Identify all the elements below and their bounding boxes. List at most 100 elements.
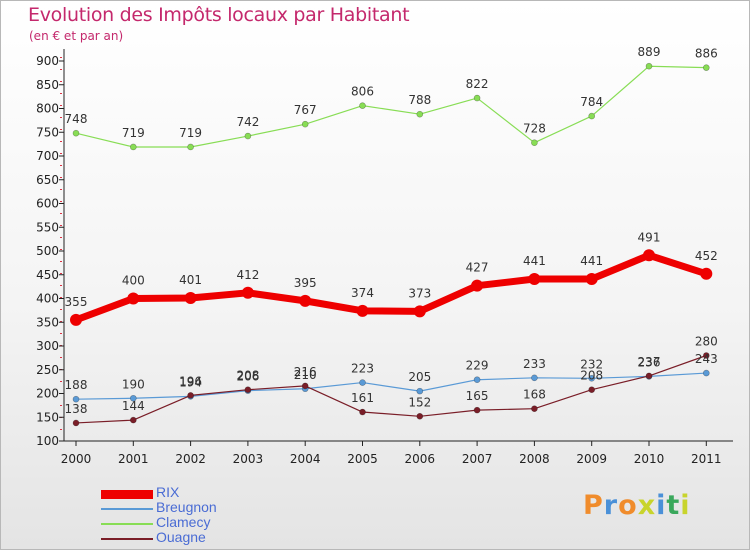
legend-swatch-ouagne [101, 537, 153, 540]
data-label-ouagne: 161 [351, 391, 374, 405]
x-tick-label: 2004 [290, 452, 321, 466]
data-point-ouagne [588, 386, 596, 394]
data-point-rix [471, 279, 484, 292]
brand-letter: i [680, 490, 691, 521]
y-tick-label: 700 [36, 149, 59, 163]
series-line-rix [74, 251, 708, 324]
data-label-clamecy: 719 [122, 126, 145, 140]
data-label-ouagne: 196 [179, 374, 202, 388]
y-tick-label: 900 [36, 54, 59, 68]
data-label-rix: 452 [695, 249, 718, 263]
data-point-ouagne [416, 412, 424, 420]
brand-letter: x [637, 490, 657, 521]
data-point-rix [528, 273, 541, 286]
data-point-ouagne [72, 419, 80, 427]
y-tick-label: 400 [36, 292, 59, 306]
data-label-clamecy: 728 [523, 122, 546, 136]
data-point-rix [700, 267, 713, 280]
data-label-rix: 441 [580, 254, 603, 268]
data-point-rix [356, 304, 369, 317]
data-point-rix [413, 305, 426, 318]
data-point-ouagne [473, 406, 481, 414]
data-label-clamecy: 767 [294, 103, 317, 117]
y-tick-label: 300 [36, 339, 59, 353]
y-tick-label: 800 [36, 102, 59, 116]
data-label-clamecy: 748 [65, 112, 88, 126]
series-line-breugnon [75, 372, 707, 400]
series-line-ouagne [75, 354, 707, 424]
data-label-ouagne: 144 [122, 399, 145, 413]
x-tick-label: 2002 [175, 452, 206, 466]
data-label-breugnon: 232 [580, 357, 603, 371]
legend-swatch-breugnon [101, 507, 153, 510]
y-tick-label: 750 [36, 125, 59, 139]
data-point-ouagne [187, 392, 194, 399]
legend-label-clamecy: Clamecy [156, 514, 211, 530]
data-label-rix: 374 [351, 286, 374, 300]
data-point-rix [643, 249, 655, 262]
data-point-breugnon [130, 394, 137, 402]
data-label-clamecy: 886 [695, 47, 718, 61]
legend-swatch-rix [101, 489, 153, 499]
data-label-breugnon: 233 [523, 357, 546, 371]
data-point-ouagne [130, 416, 137, 424]
chart-subtitle: (en € et par an) [29, 29, 124, 43]
data-label-clamecy: 742 [236, 115, 259, 129]
data-point-clamecy [645, 62, 653, 70]
data-point-clamecy [244, 132, 252, 140]
data-label-breugnon: 210 [294, 368, 317, 382]
data-point-rix [299, 294, 312, 307]
data-point-clamecy [588, 112, 596, 120]
y-tick-label: 250 [36, 363, 59, 377]
data-label-rix: 400 [122, 274, 145, 288]
data-label-rix: 401 [179, 273, 202, 287]
data-label-rix: 355 [65, 295, 88, 309]
x-tick-label: 2005 [347, 452, 378, 466]
x-tick-label: 2011 [691, 452, 722, 466]
data-label-ouagne: 216 [294, 365, 317, 379]
data-point-clamecy [416, 110, 424, 118]
data-label-breugnon: 190 [122, 377, 145, 391]
data-point-ouagne [301, 382, 309, 390]
y-tick-label: 850 [36, 78, 59, 92]
brand-letter: o [618, 490, 638, 521]
data-label-ouagne: 168 [523, 388, 546, 402]
data-point-clamecy [702, 64, 710, 71]
data-point-rix [241, 286, 254, 299]
x-tick-label: 2007 [462, 452, 493, 466]
data-label-rix: 427 [466, 261, 489, 275]
y-tick-label: 100 [36, 434, 59, 448]
data-point-ouagne [645, 372, 653, 380]
data-label-breugnon: 206 [236, 370, 259, 384]
data-point-ouagne [359, 408, 366, 416]
brand-letter: P [583, 490, 604, 521]
y-tick-label: 550 [36, 220, 59, 234]
y-tick-label: 200 [36, 387, 59, 401]
data-point-clamecy [359, 102, 366, 109]
data-point-clamecy [301, 120, 309, 128]
brand-letter: i [656, 490, 667, 521]
data-label-clamecy: 788 [408, 93, 431, 107]
y-tick-label: 150 [36, 410, 59, 424]
data-label-breugnon: 236 [638, 355, 661, 369]
data-point-breugnon [416, 387, 424, 395]
data-point-ouagne [531, 405, 538, 413]
data-label-rix: 412 [236, 268, 259, 282]
data-point-breugnon [588, 374, 596, 382]
y-tick-label: 450 [36, 268, 59, 282]
series-line-clamecy [75, 65, 707, 148]
data-label-clamecy: 889 [638, 45, 661, 59]
data-point-clamecy [531, 139, 538, 146]
data-label-clamecy: 784 [580, 95, 603, 109]
data-label-ouagne: 208 [236, 369, 259, 383]
x-tick-label: 2001 [118, 452, 149, 466]
data-label-ouagne: 280 [695, 335, 718, 349]
data-point-rix [585, 273, 598, 286]
brand-logo: Proxiti [583, 490, 691, 521]
data-label-rix: 491 [638, 230, 661, 244]
brand-letter: t [666, 490, 681, 521]
data-label-ouagne: 237 [638, 355, 661, 369]
data-label-clamecy: 719 [179, 126, 202, 140]
data-point-clamecy [130, 143, 137, 151]
